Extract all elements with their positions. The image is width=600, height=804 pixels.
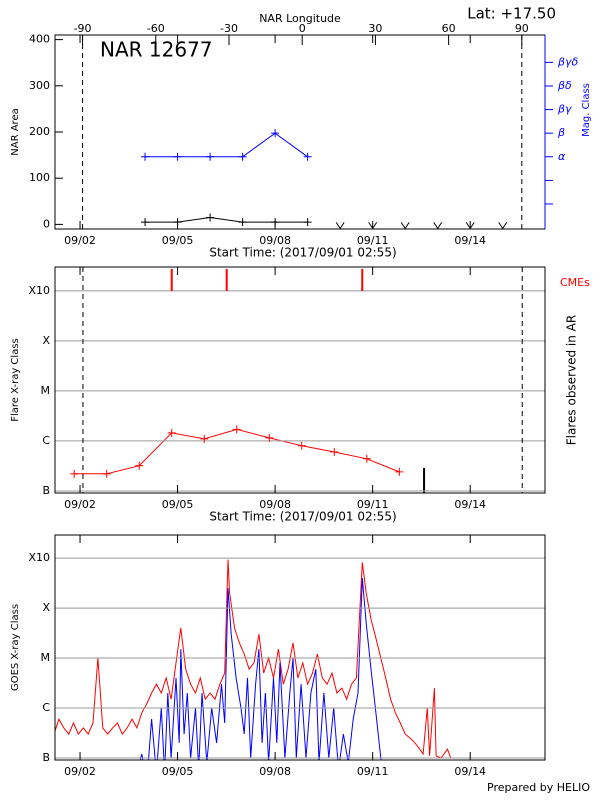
y-tick-label: X [42, 601, 50, 614]
marker [70, 469, 79, 478]
series-line [55, 559, 452, 759]
marker [498, 222, 508, 230]
y-tick-label: C [42, 434, 50, 447]
y2-tick-label: α [558, 150, 566, 163]
x-tick-label: 09/02 [64, 765, 96, 778]
x2-tick-label: 60 [442, 22, 456, 35]
plot-area [145, 132, 308, 223]
x-tick-label: 09/14 [454, 765, 486, 778]
y-axis-title: GOES X-ray Class [10, 604, 21, 691]
marker [297, 441, 306, 450]
y-tick-label: B [42, 751, 50, 764]
y-tick-label: 300 [29, 79, 50, 92]
panel-title: NAR 12677 [100, 38, 213, 62]
series-line [139, 577, 382, 760]
y-tick-label: X [42, 334, 50, 347]
x-tick-label: 09/08 [259, 498, 291, 511]
series-line [145, 132, 308, 158]
plot-frame [54, 266, 546, 494]
marker [102, 469, 111, 478]
plot-area [74, 428, 426, 493]
x2-tick-label: 30 [368, 22, 382, 35]
y-tick-label: B [42, 484, 50, 497]
x-tick-label: 09/08 [259, 234, 291, 247]
y-tick-label: 100 [29, 171, 50, 184]
x2-axis-title: NAR Longitude [259, 12, 341, 25]
x-tick-label: 09/05 [162, 765, 194, 778]
x2-tick-label: 0 [299, 22, 306, 35]
marker [395, 467, 404, 476]
y-axis-title: NAR Area [10, 108, 21, 155]
marker [330, 448, 339, 457]
cme-label: CMEs [560, 276, 590, 289]
plot-frame [54, 534, 546, 761]
y2-tick-label: βγδ [557, 55, 579, 68]
y2-tick-label: βγ [557, 103, 572, 116]
marker [173, 218, 182, 227]
flare-count-bar [423, 467, 426, 493]
series-line [145, 216, 308, 223]
y-tick-label: X10 [28, 284, 50, 297]
marker [141, 152, 150, 161]
marker [400, 222, 410, 230]
marker [238, 152, 247, 161]
x2-tick-label: 90 [515, 22, 529, 35]
x-axis-title: Start Time: (2017/09/01 02:55) [209, 246, 396, 260]
x-axis-title: Start Time: (2017/09/01 02:55) [209, 510, 396, 524]
marker [167, 428, 176, 437]
marker [368, 222, 378, 230]
x-tick-label: 09/05 [162, 498, 194, 511]
y-tick-label: 200 [29, 125, 50, 138]
marker [141, 218, 150, 227]
marker [135, 461, 144, 470]
y-tick-label: M [41, 651, 51, 664]
marker [206, 213, 215, 222]
series-line [74, 428, 400, 475]
y-tick-label: X10 [28, 551, 50, 564]
marker [265, 433, 274, 442]
y2-axis-title: Flares observed in AR [565, 315, 579, 445]
credit: Prepared by HELIO [487, 781, 590, 794]
y-axis-title: Flare X-ray Class [10, 338, 21, 422]
x-tick-label: 09/11 [357, 498, 389, 511]
x2-tick-label: -30 [220, 22, 238, 35]
x-tick-label: 09/08 [259, 765, 291, 778]
y-tick-label: C [42, 701, 50, 714]
x-tick-label: 09/02 [64, 234, 96, 247]
x-tick-label: 09/14 [454, 234, 486, 247]
marker [303, 152, 312, 161]
x-tick-label: 09/11 [357, 765, 389, 778]
x-tick-label: 09/02 [64, 498, 96, 511]
y-tick-label: 400 [29, 33, 50, 46]
x-tick-label: 09/05 [162, 234, 194, 247]
x2-tick-label: -60 [147, 22, 165, 35]
latitude: Lat: +17.50 [467, 5, 556, 23]
plot-area [55, 559, 452, 760]
marker [433, 222, 443, 230]
marker [303, 218, 312, 227]
plot-frame [54, 34, 546, 230]
y2-tick-label: β [557, 126, 565, 139]
marker [200, 434, 209, 443]
marker [465, 222, 475, 230]
marker [271, 218, 280, 227]
y2-axis-title: Mag. Class [581, 83, 592, 137]
marker [362, 454, 371, 463]
marker [238, 218, 247, 227]
marker [206, 152, 215, 161]
marker [271, 129, 280, 138]
marker [335, 222, 345, 230]
x-tick-label: 09/11 [357, 234, 389, 247]
y-tick-label: M [41, 384, 51, 397]
marker [232, 425, 241, 434]
x-tick-label: 09/14 [454, 498, 486, 511]
y2-tick-label: βδ [557, 79, 572, 92]
marker [173, 152, 182, 161]
y-tick-label: 0 [43, 217, 50, 230]
x2-tick-label: -90 [74, 22, 92, 35]
